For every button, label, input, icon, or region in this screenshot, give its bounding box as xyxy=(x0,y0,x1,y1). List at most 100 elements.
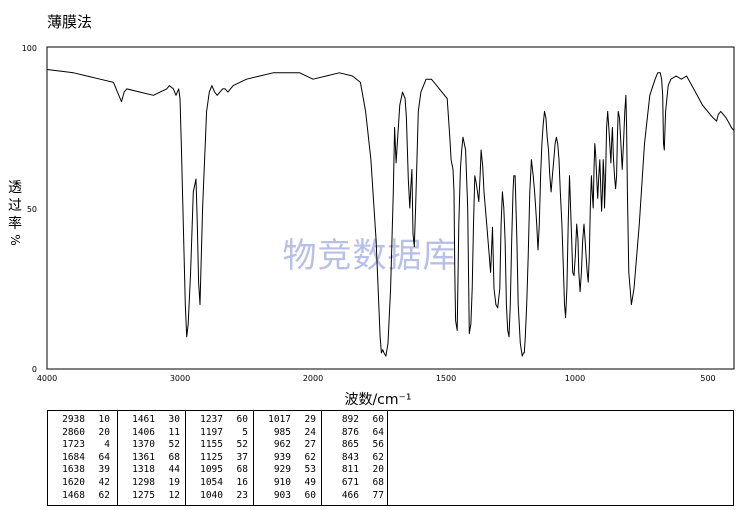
y-axis-label-char: 率 xyxy=(8,215,22,232)
peak-wavenumber: 1318 xyxy=(132,464,155,476)
peak-transmittance: 42 xyxy=(98,476,110,488)
peak-wavenumber: 2938 xyxy=(62,414,85,425)
peak-transmittance: 5 xyxy=(242,426,248,438)
x-tick-label: 4000 xyxy=(37,374,57,383)
peak-transmittance: 68 xyxy=(372,476,384,488)
peak-transmittance: 16 xyxy=(236,476,248,488)
peak-wavenumber: 876 xyxy=(341,426,359,438)
peak-wavenumber: 1125 xyxy=(200,451,223,463)
x-tick-label: 1000 xyxy=(565,374,585,383)
peak-row: 1237 60 xyxy=(186,414,253,427)
y-axis-label-char: 过 xyxy=(8,198,22,214)
peak-transmittance: 52 xyxy=(236,439,248,451)
y-axis: 100 50 0 透 过 率 % xyxy=(8,44,37,374)
peak-wavenumber: 1468 xyxy=(62,489,85,501)
peak-transmittance: 23 xyxy=(236,489,248,501)
peak-row: 929 53 xyxy=(254,464,321,477)
peak-transmittance: 68 xyxy=(168,451,180,463)
peak-wavenumber: 1237 xyxy=(200,414,223,425)
peak-row: 939 62 xyxy=(254,452,321,465)
peak-transmittance: 10 xyxy=(98,414,110,425)
peak-wavenumber: 1723 xyxy=(62,439,85,451)
peak-wavenumber: 1197 xyxy=(200,426,223,438)
peak-wavenumber: 1275 xyxy=(132,489,155,501)
x-tick-label: 1500 xyxy=(436,374,456,383)
peak-transmittance: 68 xyxy=(236,464,248,476)
peak-transmittance: 49 xyxy=(304,476,316,488)
peak-row: 1370 52 xyxy=(118,439,185,452)
peak-row: 1275 12 xyxy=(118,490,185,503)
peak-transmittance: 53 xyxy=(304,464,316,476)
peak-wavenumber: 671 xyxy=(341,476,359,488)
peak-transmittance: 60 xyxy=(372,414,384,425)
peak-row: 466 77 xyxy=(322,490,387,503)
peak-transmittance: 39 xyxy=(98,464,110,476)
peak-column: 1237 60 1197 5 1155 52 1125 37 1095 68 1054 16 1040 2… xyxy=(186,411,254,505)
peak-row: 1054 16 xyxy=(186,477,253,490)
peak-wavenumber: 1155 xyxy=(200,439,223,451)
peak-column: 1461 30 1406 11 1370 52 1361 68 1318 44 1298 19 1275… xyxy=(118,411,186,505)
peak-transmittance: 64 xyxy=(372,426,384,438)
peak-wavenumber: 811 xyxy=(341,464,359,476)
peak-transmittance: 27 xyxy=(304,439,316,451)
peak-row: 1620 42 xyxy=(48,477,117,490)
peak-wavenumber: 929 xyxy=(273,464,291,476)
peak-wavenumber: 985 xyxy=(273,426,291,438)
peak-transmittance: 77 xyxy=(372,489,384,501)
spectrum-line xyxy=(46,69,735,357)
peak-row: 1461 30 xyxy=(118,414,185,427)
peak-row: 1095 68 xyxy=(186,464,253,477)
peak-wavenumber: 892 xyxy=(341,414,359,425)
peak-row: 1723 4 xyxy=(48,439,117,452)
structure-box xyxy=(388,410,734,506)
peak-row: 1197 5 xyxy=(186,427,253,440)
peak-row: 2860 20 xyxy=(48,427,117,440)
peak-transmittance: 44 xyxy=(168,464,180,476)
peak-wavenumber: 1684 xyxy=(62,451,85,463)
peak-transmittance: 20 xyxy=(98,426,110,438)
peak-row: 2938 10 xyxy=(48,414,117,427)
peak-row: 892 60 xyxy=(322,414,387,427)
peak-row: 1468 62 xyxy=(48,490,117,503)
x-tick-label: 3000 xyxy=(170,374,190,383)
peak-wavenumber: 1361 xyxy=(132,451,155,463)
peak-wavenumber: 903 xyxy=(273,489,291,501)
x-axis-label: 波数/cm⁻¹ xyxy=(344,392,411,408)
peak-transmittance: 64 xyxy=(98,451,110,463)
peak-row: 1298 19 xyxy=(118,477,185,490)
peak-wavenumber: 1054 xyxy=(200,476,223,488)
y-axis-unit: % xyxy=(8,234,22,245)
peak-transmittance: 30 xyxy=(168,414,180,425)
peak-wavenumber: 1370 xyxy=(132,439,155,451)
y-tick-label: 0 xyxy=(32,365,37,374)
y-tick-label: 100 xyxy=(22,44,37,53)
peak-wavenumber: 1040 xyxy=(200,489,223,501)
peak-transmittance: 11 xyxy=(168,426,180,438)
y-axis-label-char: 透 xyxy=(8,180,22,196)
peak-wavenumber: 466 xyxy=(341,489,359,501)
peak-row: 1361 68 xyxy=(118,452,185,465)
plot-frame xyxy=(46,46,735,370)
peak-row: 1040 23 xyxy=(186,490,253,503)
peak-wavenumber: 865 xyxy=(341,439,359,451)
x-tick-label: 2000 xyxy=(303,374,323,383)
peak-transmittance: 37 xyxy=(236,451,248,463)
peak-wavenumber: 2860 xyxy=(62,426,85,438)
peak-row: 1684 64 xyxy=(48,452,117,465)
peak-wavenumber: 1095 xyxy=(200,464,223,476)
peak-transmittance: 19 xyxy=(168,476,180,488)
peak-wavenumber: 1298 xyxy=(132,476,155,488)
peak-column: 892 60 876 64 865 56 843 62 811 20 671 68 466 77 xyxy=(322,411,387,505)
peak-transmittance: 20 xyxy=(372,464,384,476)
peak-transmittance: 29 xyxy=(304,414,316,425)
peak-transmittance: 62 xyxy=(98,489,110,501)
peak-row: 811 20 xyxy=(322,464,387,477)
peak-wavenumber: 962 xyxy=(273,439,291,451)
peak-row: 876 64 xyxy=(322,427,387,440)
peak-wavenumber: 1406 xyxy=(132,426,155,438)
peak-column: 2938 10 2860 20 1723 4 1684 64 1638 39 1620 42 1468 6… xyxy=(48,411,118,505)
peak-wavenumber: 1638 xyxy=(62,464,85,476)
peak-row: 1318 44 xyxy=(118,464,185,477)
peak-transmittance: 24 xyxy=(304,426,316,438)
peak-transmittance: 62 xyxy=(304,451,316,463)
